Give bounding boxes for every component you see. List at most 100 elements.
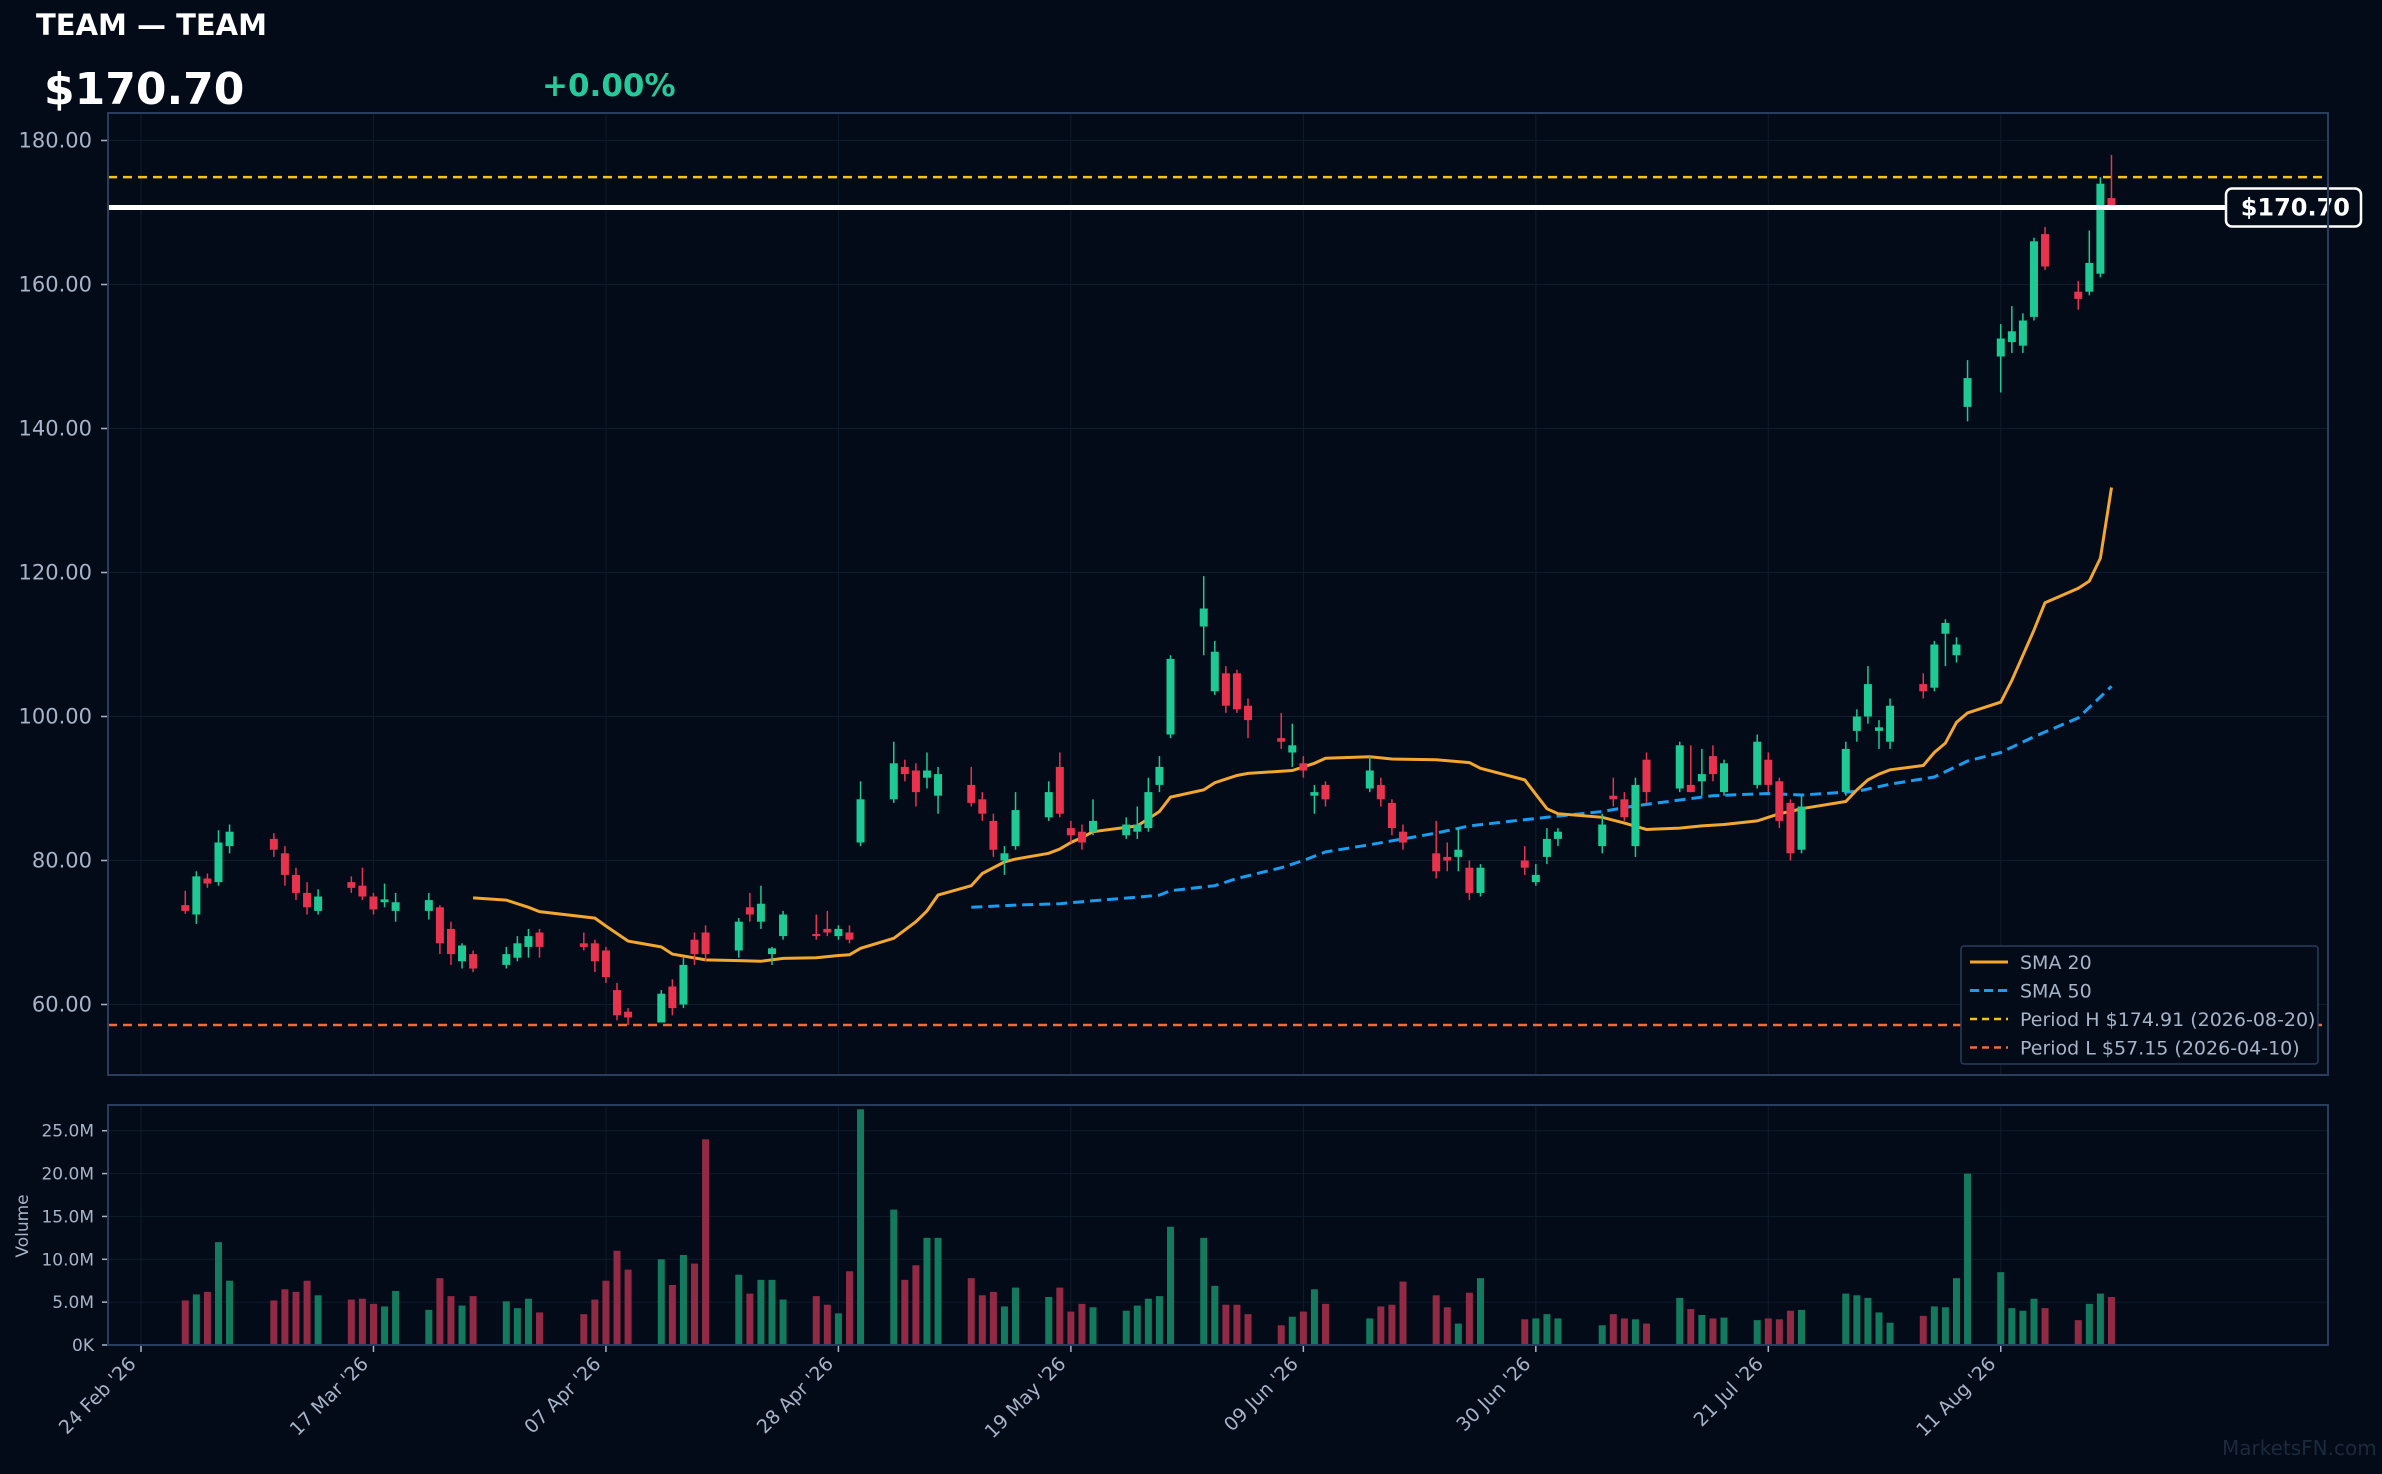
volume-bar [1532,1318,1540,1345]
volume-bar [381,1306,389,1345]
candle [613,982,622,1021]
candle [1365,756,1374,793]
volume-bar [657,1259,665,1345]
candle-body [668,986,677,1009]
volume-bar [358,1298,366,1345]
candle-body [435,907,444,944]
volume-bar [923,1237,931,1345]
candle-body [2085,262,2094,292]
volume-bar [1056,1287,1064,1345]
volume-bar [536,1312,544,1345]
candle [1299,756,1308,778]
volume-bar [591,1299,599,1345]
candle [1144,777,1153,832]
candle-body [624,1011,633,1018]
volume-tick-label: 15.0M [41,1207,94,1227]
volume-bar [1244,1314,1252,1345]
candle [2018,313,2027,353]
candle-body [1542,838,1551,857]
candle [2041,226,2050,271]
candle-body [1686,784,1695,793]
candle-body [1365,770,1374,789]
candle [1155,756,1164,793]
volume-bar [768,1279,776,1345]
volume-bar [1875,1312,1883,1345]
candle [535,928,544,958]
volume-bar [1045,1297,1053,1345]
date-tick-label: 28 Apr '26 [753,1353,838,1438]
candle-body [1930,644,1939,688]
candle-body [1155,766,1164,785]
candle [978,792,987,821]
candle-body [734,921,743,951]
volume-bar [436,1278,444,1345]
volume-bar [912,1265,920,1345]
date-tick-label: 24 Feb '26 [55,1353,141,1439]
volume-bar [425,1309,433,1345]
candle [934,766,943,814]
candle [1708,745,1717,782]
candle-body [1531,874,1540,883]
candle-body [1476,867,1485,893]
price-tick-label: 120.00 [19,561,92,585]
candle-body [269,838,278,850]
volume-bar [967,1278,975,1345]
volume-bar [1399,1281,1407,1345]
volume-bar [2008,1308,2016,1345]
price-tick-label: 140.00 [19,417,92,441]
candle-body [823,928,832,933]
candle [1553,828,1562,847]
candle-body [1310,792,1319,796]
volume-bar [668,1285,676,1345]
volume-bar [1643,1323,1651,1345]
candle [668,979,677,1016]
volume-bar [347,1299,355,1345]
date-tick-label: 21 Jul '26 [1690,1353,1768,1431]
chart-title: TEAM — TEAM [36,8,267,42]
candle-body [1387,802,1396,829]
candle-body [1941,622,1950,634]
volume-bar [1521,1319,1529,1345]
legend-period-high-label: Period H $174.91 (2026-08-20) [2020,1009,2315,1031]
volume-bar [1941,1307,1949,1345]
volume-bar [1155,1296,1163,1345]
candle [1011,792,1020,850]
candle [845,925,854,944]
candle [2029,237,2038,321]
volume-bar [1631,1319,1639,1345]
candle-body [889,763,898,800]
candle [1376,777,1385,807]
volume-bar [1211,1285,1219,1345]
volume-bar [624,1269,632,1345]
volume-bar [1067,1311,1075,1345]
candle [767,946,776,965]
candle-body [1210,651,1219,692]
volume-bar [1753,1320,1761,1345]
volume-bar [1620,1318,1628,1345]
volume-bar [779,1299,787,1345]
volume-bar [1000,1306,1008,1345]
candle-body [1553,831,1562,839]
candle-body [214,842,223,883]
candle [1686,745,1695,793]
candle [424,892,433,920]
candle [1244,698,1252,739]
volume-bar [524,1298,532,1345]
price-grid [108,113,2328,1075]
price-tick-label: 180.00 [19,129,92,153]
chart-legend: SMA 20 SMA 50 Period H $174.91 (2026-08-20… [1960,945,2319,1065]
volume-bar [834,1313,842,1345]
candle [1199,576,1208,656]
volume-bar [192,1294,200,1345]
candle-body [502,954,511,965]
volume-bar [934,1237,942,1345]
candle-body [1277,738,1286,742]
candle [280,846,289,886]
candle-body [2018,320,2027,346]
candle-body [1697,774,1706,782]
candle-body [701,932,710,955]
candle-body [513,943,522,958]
volume-bar [989,1291,997,1345]
candle-body [1144,792,1153,829]
